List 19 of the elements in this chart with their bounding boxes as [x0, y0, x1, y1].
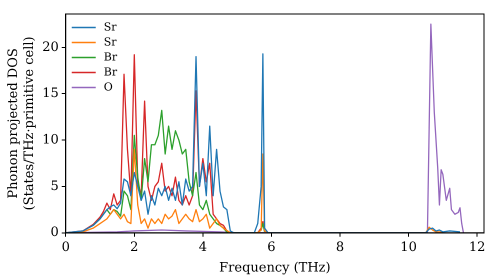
legend-label: Sr — [104, 20, 118, 34]
y-axis-title: Phonon projected DOS (States/THz·primitive cell) — [6, 36, 37, 210]
x-axis-title: Frequency (THz) — [219, 260, 331, 276]
legend-label: Br — [104, 50, 118, 64]
y-tick-label: 15 — [42, 86, 59, 102]
y-tick-label: 0 — [50, 225, 59, 240]
x-tick-label: 10 — [400, 240, 417, 255]
y-tick-label: 20 — [42, 40, 59, 55]
x-tick-label: 8 — [336, 240, 344, 255]
legend-label: Sr — [104, 35, 118, 48]
y-tick-label: 5 — [50, 178, 59, 194]
x-tick-label: 2 — [130, 240, 138, 255]
x-tick-label: 0 — [62, 240, 70, 255]
x-tick-label: 6 — [267, 240, 276, 255]
y-tick-label: 10 — [42, 132, 59, 148]
x-tick-label: 12 — [468, 240, 486, 255]
x-tick-label: 4 — [198, 240, 208, 255]
legend-label: O — [104, 80, 113, 94]
legend-label: Br — [104, 65, 118, 78]
